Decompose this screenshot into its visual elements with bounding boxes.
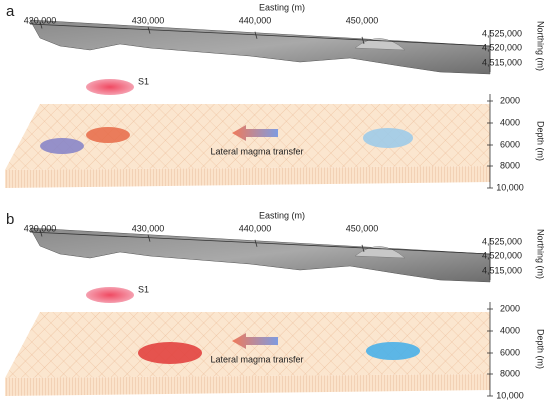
depth-tick-label: 6000 (500, 347, 520, 357)
terrain (29, 227, 491, 283)
northing-title: Northing (m) (536, 229, 546, 279)
easting-title: Easting (m) (259, 210, 305, 220)
transfer-arrow (232, 333, 278, 349)
volcano (354, 246, 406, 259)
depth-tick-label: 8000 (500, 160, 520, 170)
northing-tick-label: 4,520,000 (482, 250, 522, 260)
northing-tick-label: 4,515,000 (482, 57, 522, 67)
depth-tick-label: 2000 (500, 303, 520, 313)
easting-tick-label: 450,000 (346, 223, 379, 233)
northing-tick-label: 4,525,000 (482, 28, 522, 38)
depth-tick-label: 4000 (500, 117, 520, 127)
northing-title: Northing (m) (536, 21, 546, 71)
source-body (86, 287, 134, 303)
magma-body (363, 128, 413, 148)
source-label: S1 (138, 284, 149, 294)
easting-tick-label: 440,000 (239, 223, 272, 233)
source-body (86, 79, 134, 95)
panel: b Easting (m) 420,000 430,000 440,000 450,000… (5, 210, 546, 400)
terrain (29, 19, 491, 75)
easting-tick (39, 229, 43, 237)
easting-axis (29, 231, 491, 255)
magma-body (40, 138, 84, 154)
easting-tick-label: 430,000 (132, 15, 165, 25)
arrow-label: Lateral magma transfer (210, 146, 303, 156)
depth-slab-front (5, 374, 490, 396)
easting-tick (361, 244, 365, 252)
easting-tick-label: 420,000 (24, 223, 57, 233)
easting-tick-label: 440,000 (239, 15, 272, 25)
depth-tick-label: 8000 (500, 368, 520, 378)
panel-label: a (6, 3, 15, 20)
panel-label: b (6, 211, 14, 228)
magma-body (86, 127, 130, 143)
source-label: S1 (138, 76, 149, 86)
easting-tick (147, 234, 151, 242)
easting-tick (39, 21, 43, 29)
depth-tick-label: 4000 (500, 325, 520, 335)
easting-title: Easting (m) (259, 2, 305, 12)
depth-tick-label: 10,000 (496, 390, 524, 400)
easting-tick-label: 450,000 (346, 15, 379, 25)
easting-tick (361, 36, 365, 44)
panel: a Easting (m) 420,000 430,000 440,000 450,000… (5, 2, 546, 192)
easting-tick-label: 430,000 (132, 223, 165, 233)
northing-tick-label: 4,520,000 (482, 42, 522, 52)
depth-tick-label: 6000 (500, 139, 520, 149)
volcano (354, 38, 406, 51)
northing-tick-label: 4,515,000 (482, 265, 522, 275)
transfer-arrow (232, 125, 278, 141)
easting-axis (29, 23, 491, 47)
depth-tick-label: 10,000 (496, 182, 524, 192)
easting-tick-label: 420,000 (24, 15, 57, 25)
easting-tick (254, 31, 258, 39)
northing-tick-label: 4,525,000 (482, 236, 522, 246)
depth-tick-label: 2000 (500, 95, 520, 105)
depth-title: Depth (m) (536, 121, 546, 161)
arrow-label: Lateral magma transfer (210, 354, 303, 364)
magma-body (366, 342, 420, 360)
depth-slab-front (5, 166, 490, 188)
magma-body (138, 342, 202, 364)
easting-tick (147, 26, 151, 34)
depth-title: Depth (m) (536, 329, 546, 369)
easting-tick (254, 239, 258, 247)
